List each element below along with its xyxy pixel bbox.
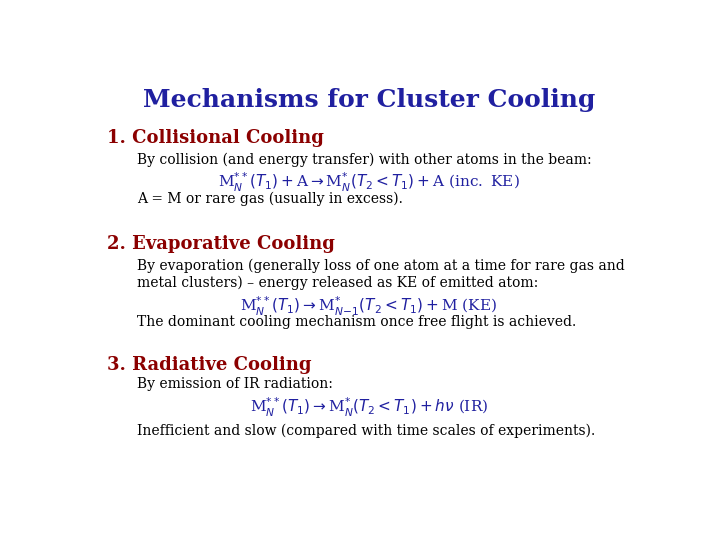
Text: Mechanisms for Cluster Cooling: Mechanisms for Cluster Cooling: [143, 87, 595, 112]
Text: 1. Collisional Cooling: 1. Collisional Cooling: [107, 129, 323, 147]
Text: 2. Evaporative Cooling: 2. Evaporative Cooling: [107, 235, 335, 253]
Text: $\mathregular{M}_{N}^{**}(T_1) \rightarrow \mathregular{M}_{N}^{*}(T_2 < T_1) + : $\mathregular{M}_{N}^{**}(T_1) \rightarr…: [250, 396, 488, 420]
Text: By emission of IR radiation:: By emission of IR radiation:: [138, 377, 333, 392]
Text: By collision (and energy transfer) with other atoms in the beam:: By collision (and energy transfer) with …: [138, 152, 592, 166]
Text: Inefficient and slow (compared with time scales of experiments).: Inefficient and slow (compared with time…: [138, 423, 595, 437]
Text: The dominant cooling mechanism once free flight is achieved.: The dominant cooling mechanism once free…: [138, 315, 577, 329]
Text: By evaporation (generally loss of one atom at a time for rare gas and: By evaporation (generally loss of one at…: [138, 258, 625, 273]
Text: 3. Radiative Cooling: 3. Radiative Cooling: [107, 356, 311, 374]
Text: $\mathregular{M}_{N}^{**}(T_1) \rightarrow \mathregular{M}_{N\!-\!1}^{*}(T_2 < T: $\mathregular{M}_{N}^{**}(T_1) \rightarr…: [240, 294, 498, 318]
Text: $\mathregular{M}_{N}^{**}(T_1) + \mathregular{A} \rightarrow \mathregular{M}_{N}: $\mathregular{M}_{N}^{**}(T_1) + \mathre…: [218, 171, 520, 194]
Text: A = M or rare gas (usually in excess).: A = M or rare gas (usually in excess).: [138, 192, 403, 206]
Text: metal clusters) – energy released as KE of emitted atom:: metal clusters) – energy released as KE …: [138, 275, 539, 290]
